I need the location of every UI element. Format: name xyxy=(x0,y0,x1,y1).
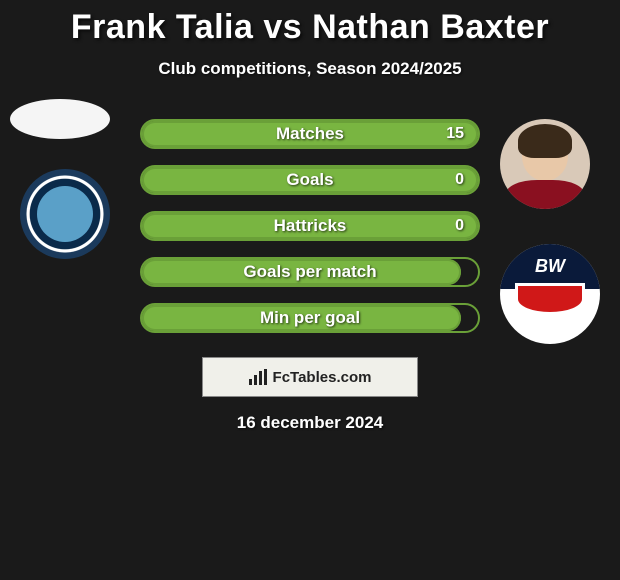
stat-bar-min-per-goal: Min per goal xyxy=(140,303,480,333)
player-left-avatar xyxy=(10,99,110,139)
stat-value-right: 0 xyxy=(455,217,464,235)
player-right-shirt xyxy=(506,180,584,209)
stat-bar-goals-per-match: Goals per match xyxy=(140,257,480,287)
stat-value-right: 0 xyxy=(455,171,464,189)
club-left-badge-inner xyxy=(37,186,93,242)
club-right-badge: BW xyxy=(500,244,600,344)
season-subtitle: Club competitions, Season 2024/2025 xyxy=(0,59,620,79)
comparison-title: Frank Talia vs Nathan Baxter xyxy=(0,0,620,47)
stat-label: Hattricks xyxy=(274,216,347,236)
comparison-content: BW Matches 15 Goals 0 Hattricks 0 Goals … xyxy=(0,109,620,349)
stat-value-right: 15 xyxy=(446,125,464,143)
stat-bar-hattricks: Hattricks 0 xyxy=(140,211,480,241)
snapshot-date: 16 december 2024 xyxy=(0,413,620,433)
stat-label: Goals per match xyxy=(243,262,376,282)
brand-badge: FcTables.com xyxy=(202,357,418,397)
club-left-badge xyxy=(20,169,110,259)
club-right-badge-mid xyxy=(515,283,585,315)
stat-bar-matches: Matches 15 xyxy=(140,119,480,149)
stat-label: Matches xyxy=(276,124,344,144)
player-right-avatar xyxy=(500,119,590,209)
brand-text: FcTables.com xyxy=(273,369,372,386)
stat-label: Min per goal xyxy=(260,308,360,328)
stat-bar-goals: Goals 0 xyxy=(140,165,480,195)
chart-icon xyxy=(249,369,267,385)
stat-label: Goals xyxy=(286,170,333,190)
stat-bars: Matches 15 Goals 0 Hattricks 0 Goals per… xyxy=(140,119,480,349)
